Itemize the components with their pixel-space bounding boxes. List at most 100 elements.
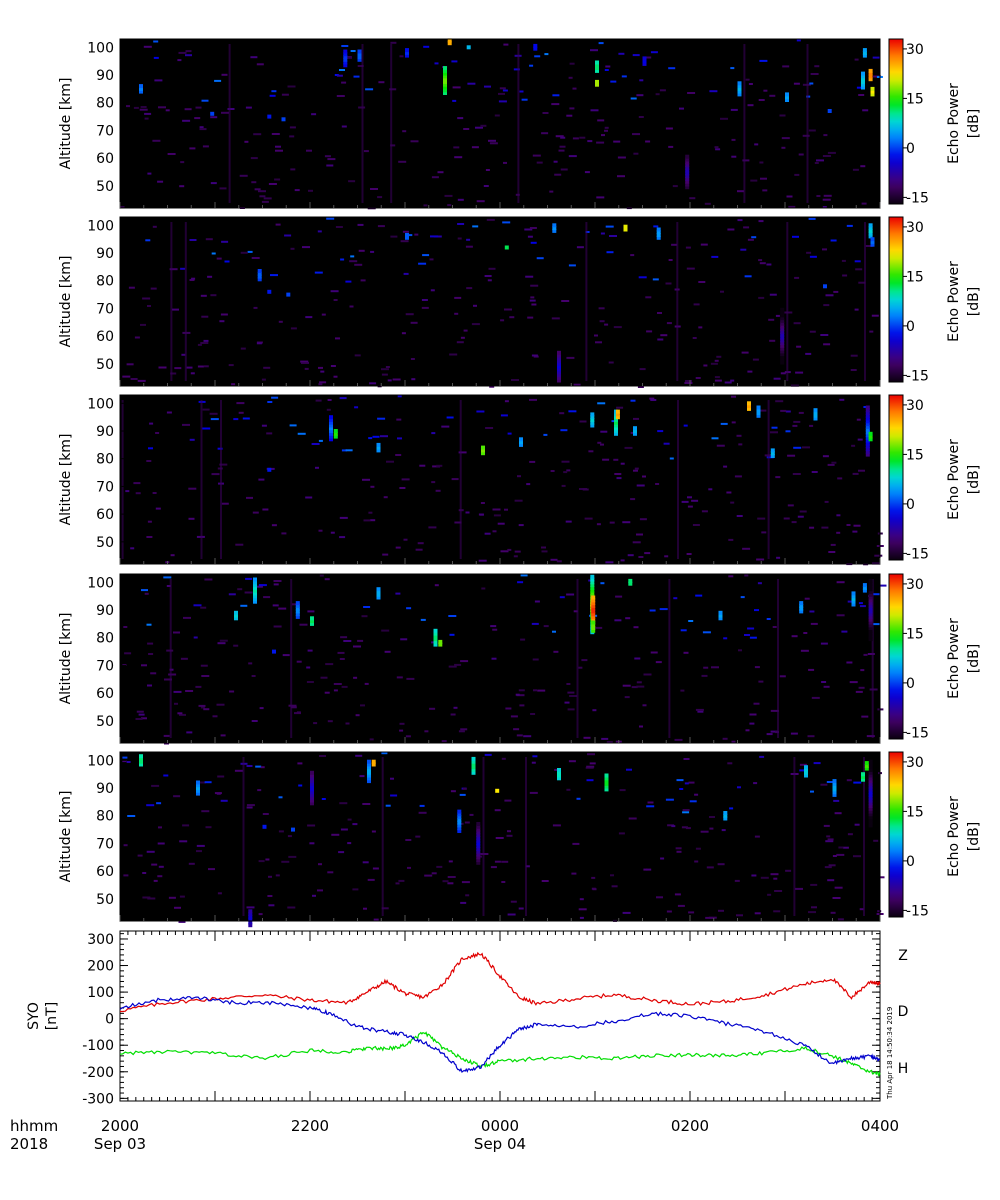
noise-speck — [568, 264, 576, 267]
y-tick-label: 60 — [96, 686, 114, 702]
echo-cell — [433, 631, 438, 636]
noise-speck — [814, 162, 819, 164]
noise-speck — [189, 279, 195, 281]
noise-speck — [674, 738, 683, 741]
noise-speck — [633, 626, 639, 629]
noise-speck — [281, 860, 290, 863]
echo-cell — [685, 163, 690, 168]
echo-cell — [851, 591, 856, 596]
echo-cell — [310, 616, 314, 621]
noise-speck — [655, 93, 660, 96]
noise-speck — [684, 782, 689, 785]
noise-speck — [186, 366, 193, 369]
noise-speck — [633, 152, 639, 155]
noise-speck — [854, 308, 859, 311]
noise-speck — [275, 874, 280, 877]
echo-cell — [267, 114, 272, 119]
noise-speck — [780, 372, 786, 375]
noise-speck — [824, 500, 829, 503]
noise-speck — [339, 516, 348, 519]
echo-cell — [780, 346, 785, 351]
noise-speck — [137, 379, 146, 382]
echo-cell — [253, 596, 257, 601]
echo-cell — [557, 359, 561, 364]
noise-speck — [233, 418, 239, 421]
echo-cell — [591, 614, 596, 619]
colorbar — [889, 39, 903, 204]
noise-speck — [148, 653, 154, 655]
echo-cell — [868, 798, 873, 803]
noise-speck — [590, 109, 599, 112]
noise-speck — [278, 796, 283, 799]
noise-speck — [401, 332, 406, 335]
y-tick-label: -200 — [82, 1065, 114, 1081]
noise-speck — [770, 431, 778, 434]
noise-speck — [385, 804, 391, 807]
noise-speck — [856, 86, 865, 89]
echo-cell — [865, 419, 870, 424]
noise-speck — [749, 713, 757, 716]
echo-cell — [367, 762, 371, 767]
noise-speck — [381, 629, 390, 632]
noise-speck — [430, 235, 438, 238]
colorbar-tick-label: -15 — [906, 190, 929, 206]
noise-speck — [613, 326, 622, 329]
noise-speck — [327, 158, 336, 161]
noise-speck — [741, 351, 749, 354]
colorbar-frame — [888, 751, 904, 918]
noise-speck — [198, 704, 206, 707]
noise-speck — [402, 230, 409, 233]
noise-speck — [634, 467, 639, 470]
noise-speck — [333, 299, 338, 301]
noise-speck — [671, 825, 676, 828]
echo-cell — [799, 603, 804, 608]
echo-cell — [343, 57, 348, 62]
noise-speck — [454, 521, 462, 524]
noise-speck — [419, 464, 426, 467]
noise-speck — [646, 330, 653, 333]
echo-cell — [827, 109, 832, 113]
noise-speck — [680, 629, 687, 632]
echo-cell — [718, 610, 723, 615]
noise-speck — [805, 352, 812, 355]
noise-speck — [827, 838, 834, 841]
noise-speck — [189, 147, 196, 150]
echo-cell — [253, 588, 257, 593]
y-tick-label: 60 — [96, 151, 114, 167]
noise-speck — [301, 361, 309, 364]
noise-speck — [147, 684, 152, 687]
echo-cell — [614, 426, 618, 431]
noise-speck — [318, 366, 323, 369]
echo-cell — [481, 445, 485, 450]
noise-speck — [340, 828, 348, 831]
noise-speck — [619, 789, 626, 792]
noise-speck — [847, 600, 852, 603]
echo-cell — [804, 773, 808, 778]
noise-speck — [842, 274, 848, 277]
echo-cell — [832, 790, 837, 795]
echo-cell — [595, 82, 599, 87]
noise-speck — [736, 515, 743, 517]
noise-speck — [543, 433, 548, 436]
echo-cell — [868, 817, 873, 822]
echo-cell — [590, 574, 595, 579]
noise-speck — [554, 173, 562, 176]
noise-speck — [691, 499, 699, 502]
echo-cell — [865, 444, 870, 449]
noise-speck — [354, 354, 361, 357]
noise-speck — [272, 604, 279, 607]
echo-cell — [868, 801, 873, 806]
noise-speck — [200, 606, 207, 609]
noise-speck — [179, 185, 185, 188]
noise-speck — [754, 143, 759, 146]
echo-cell — [343, 60, 348, 65]
x-tick-date-label: Sep 03 — [94, 1135, 146, 1153]
noise-speck — [435, 489, 441, 492]
echo-cell — [595, 79, 599, 84]
noise-speck — [675, 847, 682, 850]
noise-speck — [510, 715, 518, 718]
noise-speck — [397, 395, 402, 398]
noise-speck — [307, 824, 316, 827]
noise-speck — [306, 681, 314, 683]
noise-speck — [179, 713, 186, 716]
